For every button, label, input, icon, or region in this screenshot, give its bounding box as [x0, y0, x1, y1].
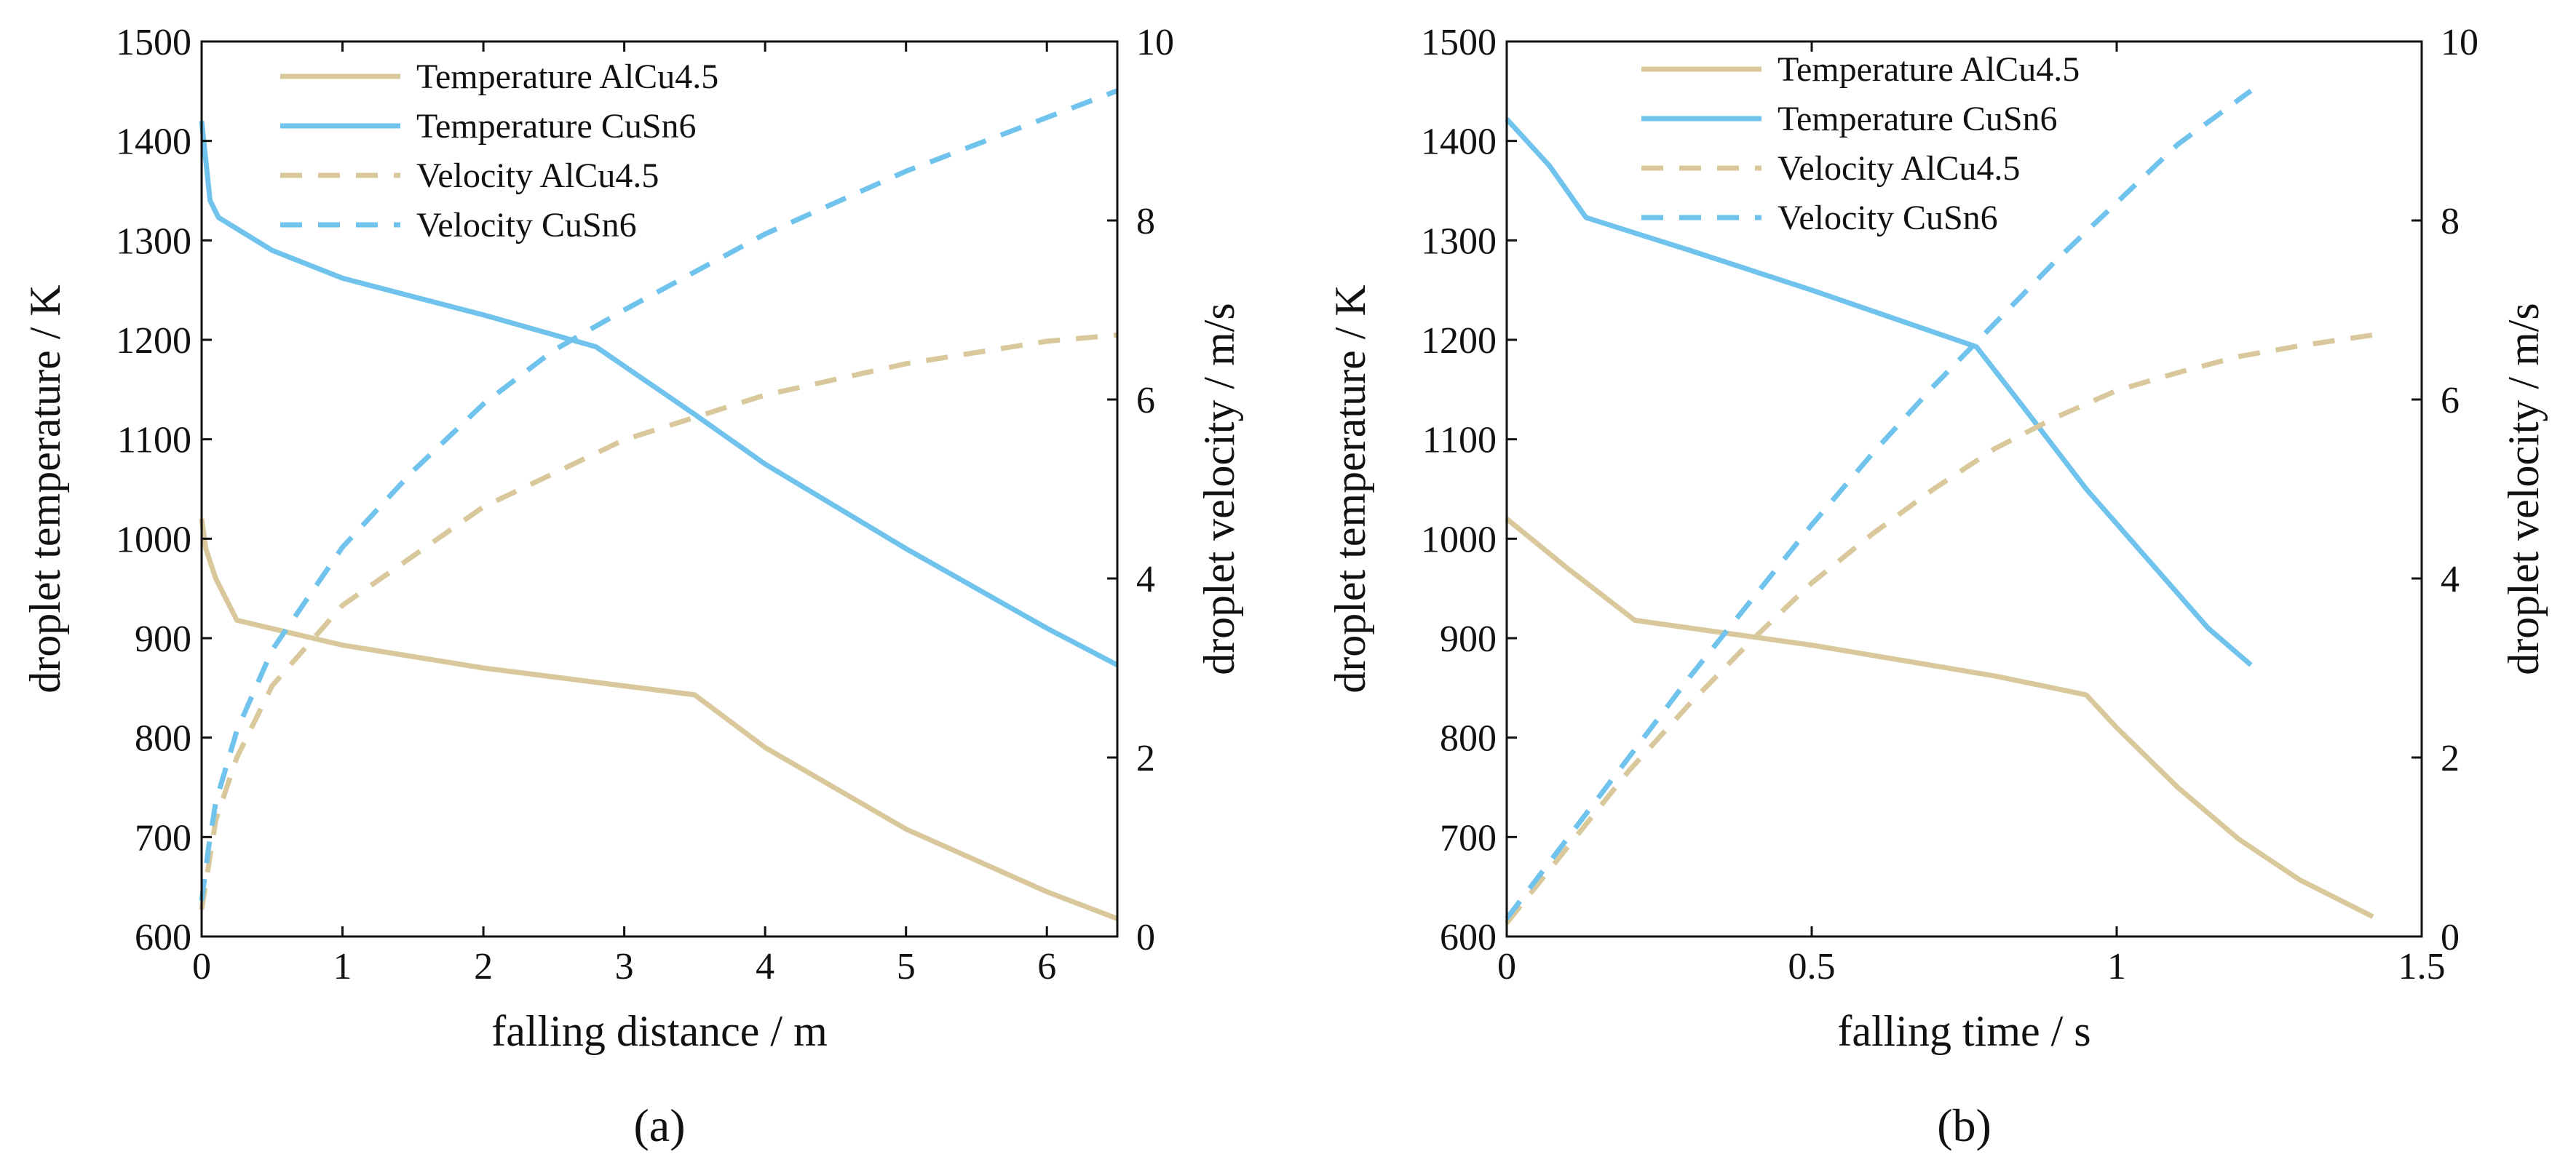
- y-right-tick-label: 8: [1136, 201, 1155, 242]
- y-right-axis-label: droplet velocity / m/s: [2500, 303, 2548, 675]
- y-left-tick-label: 1300: [1421, 220, 1497, 262]
- y-right-axis-label: droplet velocity / m/s: [1195, 303, 1243, 675]
- temperature-cusn6-line: [1505, 117, 2253, 667]
- panel-label: (a): [633, 1100, 685, 1151]
- y-left-tick-label: 1200: [1421, 320, 1497, 362]
- y-right-tick-label: 0: [1136, 917, 1155, 958]
- chart-panel-a: 0 1 2 3 4 5 6 600 700 800 900 1000 1100 1200 1300 1400 1…: [21, 22, 1243, 1151]
- x-axis-label: falling distance / m: [491, 1007, 828, 1055]
- legend-label: Velocity CuSn6: [1778, 199, 1998, 237]
- legend-label: Temperature CuSn6: [416, 107, 697, 146]
- y-left-tick-label: 1100: [117, 420, 191, 461]
- x-tick-label: 5: [897, 946, 916, 987]
- legend-label: Velocity AlCu4.5: [416, 156, 659, 195]
- x-tick-label: 1: [2107, 946, 2126, 987]
- y-right-tick-label: 4: [2441, 559, 2460, 600]
- y-right-tick-label: 6: [1136, 380, 1155, 421]
- y-left-tick-label: 600: [1440, 917, 1497, 958]
- y-left-tick-label: 800: [135, 718, 191, 760]
- temperature-alcu45-line: [1505, 517, 2374, 919]
- velocity-alcu45-line: [1505, 332, 2374, 925]
- velocity-cusn6-line: [199, 88, 1119, 902]
- y-right-tick-label: 8: [2441, 201, 2460, 242]
- y-right-tick-label: 10: [2441, 22, 2478, 63]
- y-right-tick-label: 0: [2441, 917, 2460, 958]
- y-left-tick-label: 700: [135, 817, 191, 859]
- x-tick-label: 1.5: [2398, 946, 2446, 987]
- y-left-tick-label: 1500: [116, 22, 191, 63]
- x-tick-label: 1: [333, 946, 352, 987]
- chart-panel-b: 0 0.5 1 1.5 600 700 800 900 1000 1100 1200 1300 1400…: [1326, 22, 2548, 1151]
- y-left-tick-label: 900: [135, 619, 191, 660]
- legend-label: Temperature AlCu4.5: [416, 57, 718, 96]
- x-tick-label: 3: [615, 946, 634, 987]
- y-right-tick-label: 10: [1136, 22, 1174, 63]
- y-left-tick-label: 1000: [116, 519, 191, 560]
- y-right-tick-label: 6: [2441, 380, 2460, 421]
- y-left-tick-label: 900: [1440, 619, 1497, 660]
- y-right-tick-label: 2: [1136, 738, 1155, 779]
- temperature-alcu45-line: [199, 518, 1119, 921]
- legend-label: Temperature CuSn6: [1778, 100, 2058, 138]
- y-left-tick-label: 700: [1440, 817, 1497, 859]
- temperature-cusn6-line: [199, 120, 1119, 668]
- legend-label: Velocity AlCu4.5: [1778, 149, 2020, 188]
- x-tick-label: 2: [474, 946, 493, 987]
- y-left-axis-label: droplet temperature / K: [1326, 285, 1374, 693]
- y-left-tick-label: 600: [135, 917, 191, 958]
- y-left-tick-label: 1400: [1421, 122, 1497, 163]
- legend-label: Velocity CuSn6: [416, 206, 637, 244]
- y-right-tick-label: 2: [2441, 738, 2460, 779]
- y-left-tick-label: 1500: [1421, 22, 1497, 63]
- y-left-tick-label: 1100: [1422, 420, 1497, 461]
- velocity-alcu45-line: [199, 332, 1118, 910]
- panel-label: (b): [1937, 1100, 1992, 1151]
- x-tick-label: 6: [1037, 946, 1056, 987]
- y-left-tick-label: 1200: [116, 320, 191, 362]
- x-axis-label: falling time / s: [1837, 1007, 2090, 1055]
- x-tick-label: 0: [192, 946, 211, 987]
- legend-label: Temperature AlCu4.5: [1778, 50, 2080, 89]
- plot-frame: [1505, 40, 2423, 938]
- y-left-tick-label: 1400: [116, 122, 191, 163]
- velocity-cusn6-line: [1505, 88, 2253, 920]
- y-left-tick-label: 1300: [116, 220, 191, 262]
- x-tick-label: 0: [1497, 946, 1516, 987]
- plot-frame: [200, 40, 1119, 938]
- y-left-tick-label: 800: [1440, 718, 1497, 760]
- y-right-tick-label: 4: [1136, 559, 1155, 600]
- x-tick-label: 4: [756, 946, 774, 987]
- x-tick-label: 0.5: [1788, 946, 1836, 987]
- y-left-axis-label: droplet temperature / K: [21, 285, 69, 693]
- y-left-tick-label: 1000: [1421, 519, 1497, 560]
